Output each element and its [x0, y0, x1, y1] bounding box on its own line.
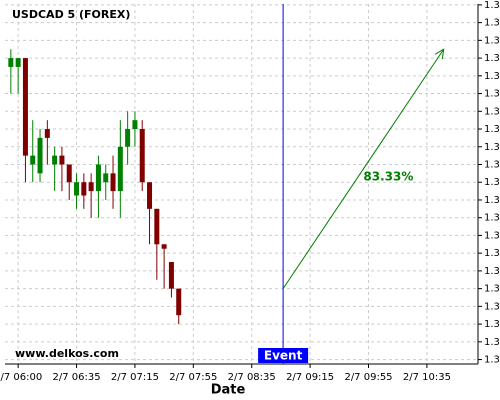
candle-body: [161, 244, 167, 249]
y-tick-label: 1.3592: [484, 213, 500, 224]
chart-title: USDCAD 5 (FOREX): [12, 8, 130, 21]
y-tick-label: 1.3596: [484, 177, 500, 188]
candle-body: [81, 182, 87, 196]
candle-body: [15, 58, 21, 67]
y-tick-label: 1.3582: [484, 301, 500, 312]
arrow-head: [434, 48, 445, 60]
candle-body: [52, 155, 58, 165]
candle-body: [147, 182, 153, 209]
y-tick-label: 1.3578: [484, 337, 500, 348]
x-axis-label: Date: [211, 383, 246, 398]
y-tick-label: 1.3612: [484, 35, 500, 46]
y-tick-label: 1.3580: [484, 319, 500, 330]
y-tick-label: 1.3594: [484, 195, 500, 206]
candle-body: [154, 208, 160, 245]
candle-body: [22, 58, 28, 156]
candle-body: [95, 164, 101, 192]
x-tick-label: 2/7 06:35: [52, 372, 100, 383]
x-tick-label: 2/7 07:15: [111, 372, 159, 383]
y-tick-label: 1.3616: [484, 0, 500, 11]
y-tick-label: 1.3588: [484, 248, 500, 259]
candle-body: [37, 137, 43, 174]
y-tick-label: 1.3608: [484, 71, 500, 82]
x-tick-label: 2/7 09:55: [344, 372, 392, 383]
x-tick-label: 2/7 06:00: [0, 372, 42, 383]
y-tick-label: 1.3606: [484, 89, 500, 100]
event-label-bg: [258, 348, 309, 363]
x-tick-label: 2/7 08:35: [228, 372, 276, 383]
y-tick-label: 1.3610: [484, 53, 500, 64]
y-tick-label: 1.3614: [484, 18, 500, 29]
candle-body: [66, 164, 72, 183]
x-tick-label: 2/7 07:55: [169, 372, 217, 383]
y-tick-label: 1.3604: [484, 106, 500, 117]
candle-body: [30, 155, 36, 165]
candle-body: [139, 129, 145, 183]
candle-body: [74, 182, 80, 196]
y-tick-label: 1.3586: [484, 266, 500, 277]
candle-body: [44, 129, 50, 138]
y-tick-label: 1.3602: [484, 124, 500, 135]
event-label: Event: [264, 349, 303, 363]
candle-body: [8, 58, 14, 67]
candle-body: [132, 120, 138, 130]
forecast-label: 83.33%: [363, 169, 413, 183]
candle-body: [103, 173, 109, 183]
y-tick-label: 1.3590: [484, 230, 500, 241]
candle-body: [168, 262, 174, 289]
candle-body: [117, 146, 123, 192]
y-tick-label: 1.3598: [484, 159, 500, 170]
watermark: www.delkos.com: [15, 347, 119, 360]
y-tick-label: 1.3600: [484, 142, 500, 153]
y-tick-label: 1.3584: [484, 284, 500, 295]
candle-body: [110, 173, 116, 192]
x-tick-label: 2/7 09:15: [286, 372, 334, 383]
candle-body: [88, 182, 94, 192]
x-tick-label: 2/7 10:35: [403, 372, 451, 383]
forecast-arrow: [282, 48, 445, 289]
candle-body: [125, 129, 131, 147]
candle-body: [176, 288, 182, 316]
candle-body: [59, 155, 65, 165]
y-tick-label: 1.3576: [484, 355, 500, 366]
